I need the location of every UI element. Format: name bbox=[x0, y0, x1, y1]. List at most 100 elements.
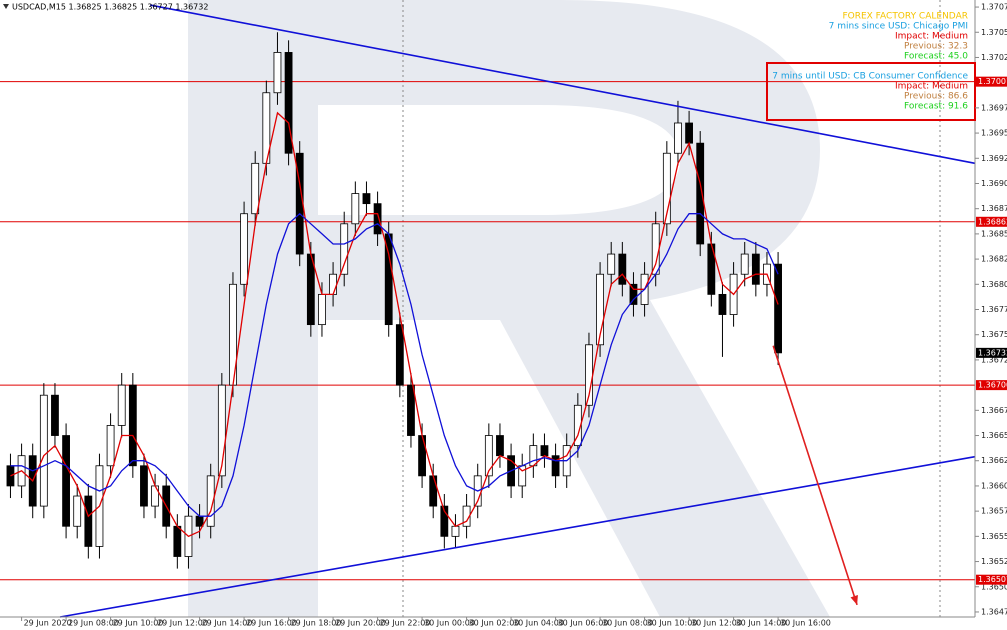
event-forecast: Forecast: 45.0 bbox=[904, 52, 968, 62]
candle-body bbox=[73, 495, 82, 527]
event-impact: Impact: Medium bbox=[895, 82, 968, 92]
candle-body bbox=[540, 445, 549, 457]
candle-body bbox=[685, 122, 693, 144]
candle-body bbox=[51, 394, 59, 436]
candle-body bbox=[39, 394, 48, 507]
price-tag bbox=[976, 347, 1007, 358]
x-tick-label: 30 Jun 06:00 bbox=[558, 619, 609, 628]
candle-body bbox=[718, 293, 727, 315]
arrow-head bbox=[850, 594, 858, 605]
watermark bbox=[188, 0, 830, 617]
level-tag bbox=[976, 574, 1007, 585]
candle-body bbox=[418, 435, 426, 477]
event-box bbox=[766, 62, 976, 121]
candle-body bbox=[429, 475, 438, 507]
x-tick-label: 30 Jun 14:00 bbox=[736, 619, 787, 628]
y-tick-label: 1.36725 bbox=[981, 355, 1007, 364]
x-tick-label: 30 Jun 04:00 bbox=[513, 619, 564, 628]
candle-body bbox=[629, 283, 638, 305]
y-tick-label: 1.36675 bbox=[981, 406, 1007, 415]
level-tag bbox=[976, 76, 1007, 87]
x-tick-label: 30 Jun 12:00 bbox=[691, 619, 742, 628]
y-tick-label: 1.36525 bbox=[981, 557, 1007, 566]
candle-body bbox=[6, 465, 15, 487]
candle-body bbox=[329, 273, 337, 295]
candle-body bbox=[362, 193, 371, 205]
candle-body bbox=[240, 213, 248, 285]
plot-area bbox=[0, 4, 976, 618]
y-tick-label: 1.36825 bbox=[981, 255, 1007, 264]
x-tick-label: 30 Jun 08:00 bbox=[602, 619, 653, 628]
header-icon bbox=[3, 4, 9, 9]
candle-body bbox=[596, 273, 604, 346]
candle-body bbox=[273, 52, 282, 94]
candle-body bbox=[573, 404, 582, 447]
x-tick-label: 29 Jun 22:00 bbox=[380, 619, 431, 628]
calendar-title: FOREX FACTORY CALENDAR bbox=[842, 12, 968, 22]
candle-body bbox=[206, 475, 215, 527]
candle-body bbox=[496, 435, 504, 457]
candle-body bbox=[440, 505, 449, 537]
candle-body bbox=[217, 384, 226, 477]
level-tag bbox=[976, 380, 1007, 391]
event-forecast: Forecast: 91.6 bbox=[904, 102, 968, 112]
candle-body bbox=[651, 223, 660, 275]
y-tick-label: 1.36650 bbox=[981, 431, 1007, 440]
y-tick-label: 1.37025 bbox=[981, 53, 1007, 62]
candle-body bbox=[674, 122, 682, 154]
trendline bbox=[772, 345, 858, 606]
candle-body bbox=[551, 455, 560, 477]
candle-body bbox=[128, 384, 137, 467]
y-tick-label: 1.36475 bbox=[981, 607, 1007, 616]
x-tick-label: 29 Jun 20:00 bbox=[335, 619, 386, 628]
level-label: 1.36862 bbox=[978, 217, 1007, 226]
candle-body bbox=[84, 495, 93, 547]
candle-body bbox=[751, 253, 760, 285]
trendline bbox=[150, 4, 976, 165]
event-headline: 7 mins until USD: CB Consumer Confidence bbox=[772, 72, 968, 82]
event-impact: Impact: Medium bbox=[895, 32, 968, 42]
candle-body bbox=[251, 162, 260, 215]
y-tick-label: 1.37050 bbox=[981, 28, 1007, 37]
y-tick-label: 1.36500 bbox=[981, 582, 1007, 591]
candle-body bbox=[117, 384, 126, 426]
candle-body bbox=[484, 435, 493, 477]
y-tick-label: 1.36975 bbox=[981, 103, 1007, 112]
event-headline: 7 mins since USD: Chicago PMI bbox=[829, 22, 968, 32]
candle-body bbox=[451, 525, 460, 537]
current-price: 1.36732 bbox=[978, 348, 1007, 357]
candle-body bbox=[340, 223, 349, 275]
candle-body bbox=[696, 142, 705, 245]
candle-body bbox=[284, 52, 293, 154]
candle-body bbox=[407, 384, 415, 436]
event-previous: Previous: 86.6 bbox=[904, 92, 968, 102]
x-tick-label: 30 Jun 10:00 bbox=[647, 619, 698, 628]
x-tick-label: 29 Jun 10:00 bbox=[113, 619, 164, 628]
calendar: FOREX FACTORY CALENDAR 7 mins since USD:… bbox=[772, 12, 968, 112]
y-tick-label: 1.36775 bbox=[981, 305, 1007, 314]
candle-body bbox=[607, 253, 616, 275]
y-tick-label: 1.36625 bbox=[981, 456, 1007, 465]
level-tag bbox=[976, 216, 1007, 227]
header: USDCAD,M15 1.36825 1.36825 1.36727 1.367… bbox=[12, 3, 208, 12]
x-tick-label: 29 Jun 2020 bbox=[24, 619, 72, 628]
y-tick-label: 1.36925 bbox=[981, 154, 1007, 163]
y-tick-label: 1.36575 bbox=[981, 507, 1007, 516]
candle-body bbox=[774, 263, 782, 354]
y-tick-label: 1.36550 bbox=[981, 532, 1007, 541]
y-tick-label: 1.36800 bbox=[981, 280, 1007, 289]
y-tick-label: 1.36750 bbox=[981, 330, 1007, 339]
y-tick-label: 1.36950 bbox=[981, 129, 1007, 138]
trendline bbox=[59, 455, 976, 618]
candle-body bbox=[140, 465, 148, 507]
x-tick-label: 30 Jun 00:00 bbox=[424, 619, 475, 628]
candle-body bbox=[618, 253, 627, 285]
candle-body bbox=[195, 515, 204, 527]
x-tick-label: 30 Jun 02:00 bbox=[469, 619, 520, 628]
candle-body bbox=[151, 485, 159, 507]
y-tick-label: 1.36900 bbox=[981, 179, 1007, 188]
x-tick-label: 29 Jun 14:00 bbox=[202, 619, 253, 628]
moving-average bbox=[10, 111, 779, 538]
candle-body bbox=[351, 193, 360, 225]
